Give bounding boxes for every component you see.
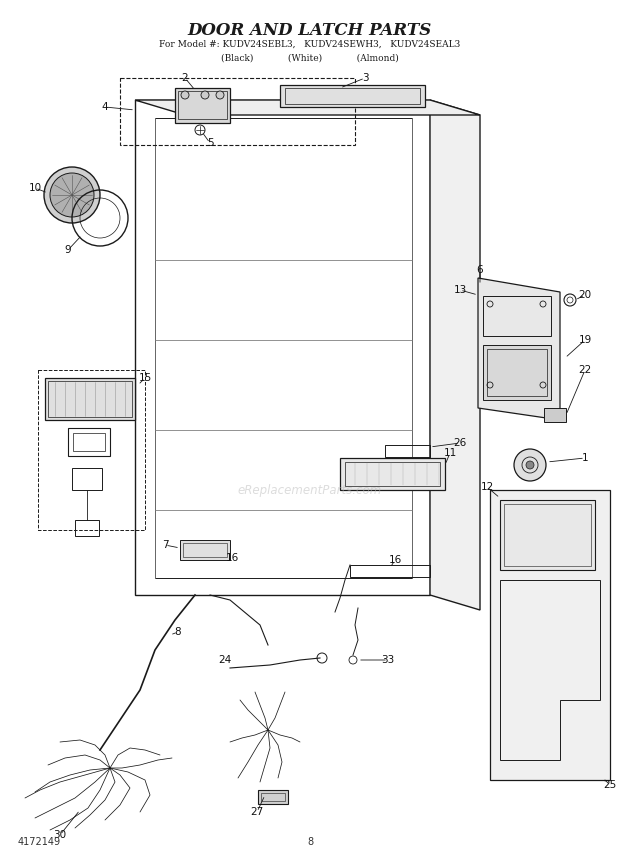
Text: 15: 15	[138, 373, 152, 383]
Bar	[487, 349, 547, 396]
Text: eReplacementParts.com: eReplacementParts.com	[238, 484, 382, 496]
Text: 19: 19	[578, 335, 591, 345]
Bar	[385, 445, 430, 457]
Text: 9: 9	[64, 245, 71, 255]
Text: 7: 7	[162, 540, 168, 550]
Text: 33: 33	[381, 655, 394, 665]
Text: 2: 2	[182, 73, 188, 83]
Polygon shape	[490, 490, 610, 780]
Text: 13: 13	[453, 285, 467, 295]
Text: 4172149: 4172149	[18, 837, 61, 847]
Bar	[73, 433, 105, 451]
Circle shape	[201, 91, 209, 99]
Circle shape	[216, 91, 224, 99]
Bar	[175, 88, 230, 123]
Text: 12: 12	[480, 482, 494, 492]
Text: 16: 16	[226, 553, 239, 563]
Text: 8: 8	[307, 837, 313, 847]
Bar	[483, 296, 551, 336]
Bar	[178, 91, 227, 119]
Bar	[280, 85, 425, 107]
Bar	[345, 462, 440, 486]
Text: 11: 11	[443, 448, 456, 458]
Text: 30: 30	[53, 830, 66, 840]
Text: 10: 10	[29, 183, 42, 193]
Text: 5: 5	[206, 138, 213, 148]
Bar	[483, 345, 551, 400]
Text: 24: 24	[218, 655, 232, 665]
Text: For Model #: KUDV24SEBL3,   KUDV24SEWH3,   KUDV24SEAL3: For Model #: KUDV24SEBL3, KUDV24SEWH3, K…	[159, 40, 461, 49]
Text: 25: 25	[603, 780, 617, 790]
Bar	[72, 468, 102, 490]
Bar	[285, 88, 420, 104]
Bar	[258, 790, 288, 804]
Bar	[504, 504, 591, 566]
Circle shape	[50, 173, 94, 217]
Text: 6: 6	[477, 265, 484, 275]
Text: 1: 1	[582, 453, 588, 463]
Bar	[500, 500, 595, 570]
Text: 8: 8	[175, 627, 181, 637]
Circle shape	[181, 91, 189, 99]
Circle shape	[44, 167, 100, 223]
Text: 4: 4	[102, 102, 108, 112]
Bar	[68, 428, 110, 456]
Polygon shape	[430, 100, 480, 610]
Text: 26: 26	[453, 438, 467, 448]
Bar	[45, 378, 135, 420]
Text: DOOR AND LATCH PARTS: DOOR AND LATCH PARTS	[188, 22, 432, 39]
Circle shape	[514, 449, 546, 481]
Text: 20: 20	[578, 290, 591, 300]
Bar	[350, 565, 430, 577]
Bar	[75, 520, 99, 536]
Text: 22: 22	[578, 365, 591, 375]
Text: 3: 3	[361, 73, 368, 83]
Polygon shape	[135, 100, 480, 115]
Circle shape	[526, 461, 534, 469]
Polygon shape	[340, 458, 445, 490]
Bar	[48, 381, 132, 417]
Text: (Black)            (White)            (Almond): (Black) (White) (Almond)	[221, 54, 399, 63]
Bar	[544, 408, 566, 422]
Text: 27: 27	[250, 807, 264, 817]
Text: 16: 16	[388, 555, 402, 565]
Bar	[183, 543, 227, 557]
Bar	[261, 793, 285, 801]
Bar	[180, 540, 230, 560]
Polygon shape	[478, 278, 560, 420]
